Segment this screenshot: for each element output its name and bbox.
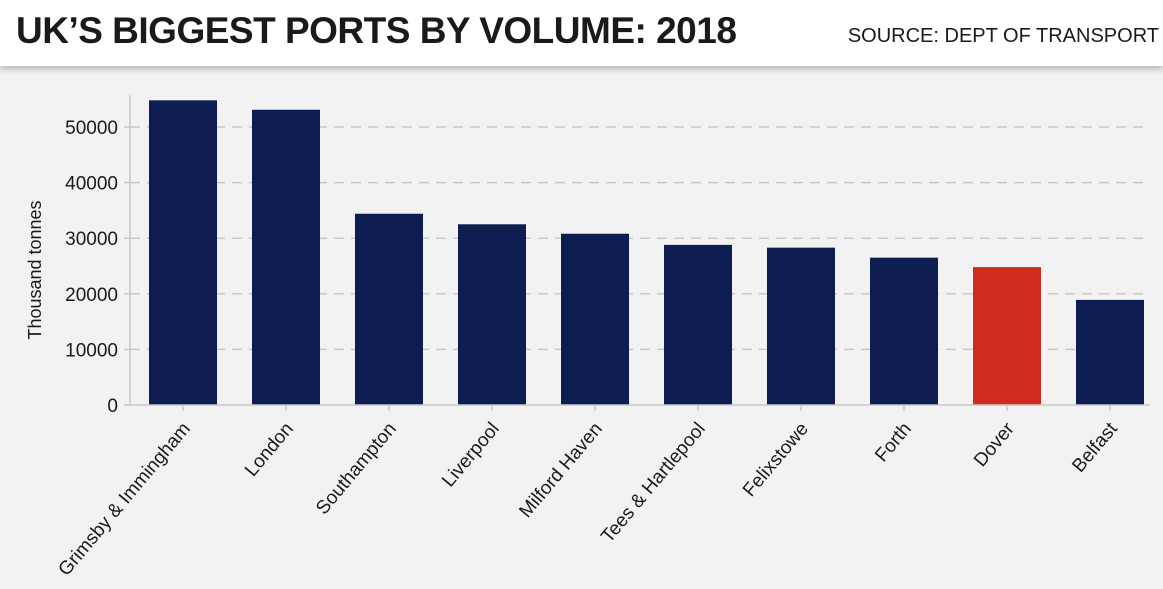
bars — [149, 100, 1144, 405]
x-tick-label: Forth — [871, 419, 916, 466]
bar — [252, 109, 320, 405]
bar — [973, 267, 1041, 405]
x-tick-label: Tees & Hartlepool — [597, 419, 709, 547]
x-tick-label: Grimsby & Immingham — [55, 419, 195, 581]
x-tick-label: Southampton — [312, 419, 401, 519]
x-tick-label: London — [241, 419, 298, 481]
y-tick-label: 10000 — [65, 340, 118, 361]
x-tick-label: Dover — [970, 418, 1019, 471]
y-tick-label: 0 — [107, 396, 118, 417]
y-tick-label: 20000 — [65, 285, 118, 306]
bar — [767, 247, 835, 405]
x-tick-label: Felixstowe — [739, 419, 813, 501]
bar — [664, 244, 732, 405]
axes — [124, 95, 1150, 411]
x-tick-label: Belfast — [1068, 418, 1122, 477]
source-note: SOURCE: DEPT OF TRANSPORT — [847, 25, 1159, 47]
y-axis-label: Thousand tonnes — [25, 200, 45, 339]
chart-title: UK’S BIGGEST PORTS BY VOLUME: 2018 — [16, 10, 737, 51]
y-tick-label: 50000 — [65, 118, 118, 139]
bar — [870, 257, 938, 405]
bar — [458, 224, 526, 405]
bar-chart-svg: 0 10000 20000 30000 40000 50000 Grimsby & Immi… — [25, 95, 1150, 581]
x-tick-label: Milford Haven — [515, 419, 606, 522]
bar — [149, 100, 217, 405]
bar — [561, 233, 629, 405]
bar-chart: 0 10000 20000 30000 40000 50000 Grimsby & Immi… — [0, 66, 1163, 589]
header-bar: UK’S BIGGEST PORTS BY VOLUME: 2018 SOURC… — [0, 0, 1163, 66]
bar — [1076, 299, 1144, 405]
x-tick-label: Liverpool — [438, 419, 504, 492]
bar — [355, 213, 423, 405]
y-tick-label: 40000 — [65, 174, 118, 195]
y-tick-label: 30000 — [65, 229, 118, 250]
